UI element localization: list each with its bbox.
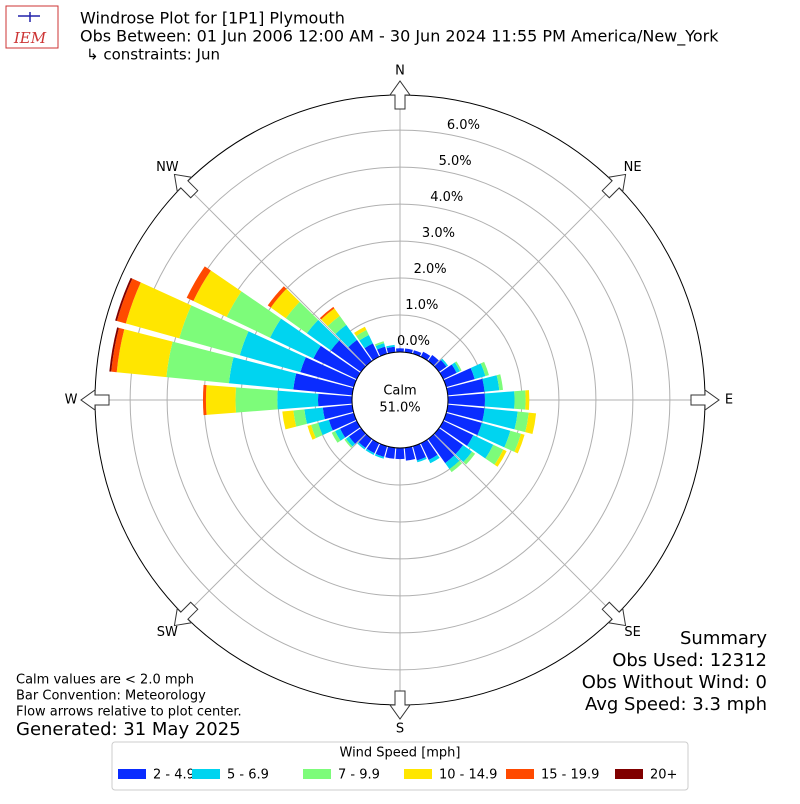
bar-segment [482,375,499,392]
summary-line: Avg Speed: 3.3 mph [585,694,767,715]
direction-label: NW [156,160,179,175]
legend-label: 2 - 4.9 [153,768,195,783]
bar-segment [236,387,278,412]
legend-swatch [192,769,220,779]
r-tick-label: 4.0% [430,190,463,205]
summary-line: Obs Without Wind: 0 [582,672,767,693]
arrow-shape [390,81,410,109]
legend-label: 15 - 19.9 [541,768,599,783]
direction-label: E [725,393,733,408]
legend-swatch [118,769,146,779]
r-tick-label: 5.0% [439,154,472,169]
legend-label: 20+ [650,768,677,783]
bar-segment [485,391,515,409]
direction-label: N [395,64,405,79]
calm-value: 51.0% [379,401,420,416]
logo: IEM [6,6,58,48]
arrow-shape [691,390,719,410]
bar-segment [448,393,485,406]
chart-title: Windrose Plot for [1P1] Plymouth [80,9,345,28]
legend-label: 5 - 6.9 [227,768,269,783]
bar-segment [385,446,395,458]
r-tick-label: 0.0% [397,334,430,349]
logo-text: IEM [13,29,47,47]
flow-arrow [390,691,410,719]
flow-arrow [691,390,719,410]
legend-swatch [404,769,432,779]
generated: Generated: 31 May 2025 [16,719,241,740]
bar-segment [304,408,324,424]
arrow-shape [81,390,109,410]
r-tick-label: 1.0% [405,298,438,313]
direction-label: SW [157,625,178,640]
note: Flow arrows relative to plot center. [16,705,242,720]
bar-segment [206,385,236,415]
calm-label: Calm [383,384,416,399]
note: Calm values are < 2.0 mph [16,673,194,688]
summary-line: Obs Used: 12312 [612,650,767,671]
bar-segment [395,448,404,459]
direction-label: SE [624,625,640,640]
r-tick-label: 2.0% [414,262,447,277]
flow-arrow [390,81,410,109]
note: Bar Convention: Meteorology [16,689,206,704]
bar-segment [525,390,529,410]
legend-label: 7 - 9.9 [338,768,380,783]
direction-label: W [65,393,78,408]
legend-swatch [615,769,643,779]
legend-title: Wind Speed [mph] [340,746,461,761]
legend-swatch [303,769,331,779]
summary-line: Summary [680,628,767,649]
legend-swatch [506,769,534,779]
r-tick-label: 6.0% [447,118,480,133]
arrow-shape [390,691,410,719]
constraints: ↳ constraints: Jun [86,46,220,64]
bar-segment [514,390,525,409]
bar-segment [318,394,352,407]
spoke [434,184,616,366]
chart-subtitle: Obs Between: 01 Jun 2006 12:00 AM - 30 J… [80,27,719,47]
direction-label: S [396,722,404,737]
flow-arrow [81,390,109,410]
bar-segment [277,391,318,410]
spoke [184,434,366,616]
spoke [434,434,616,616]
bar-segment [117,329,173,377]
r-tick-label: 3.0% [422,226,455,241]
direction-label: NE [624,160,642,175]
legend-label: 10 - 14.9 [439,768,497,783]
